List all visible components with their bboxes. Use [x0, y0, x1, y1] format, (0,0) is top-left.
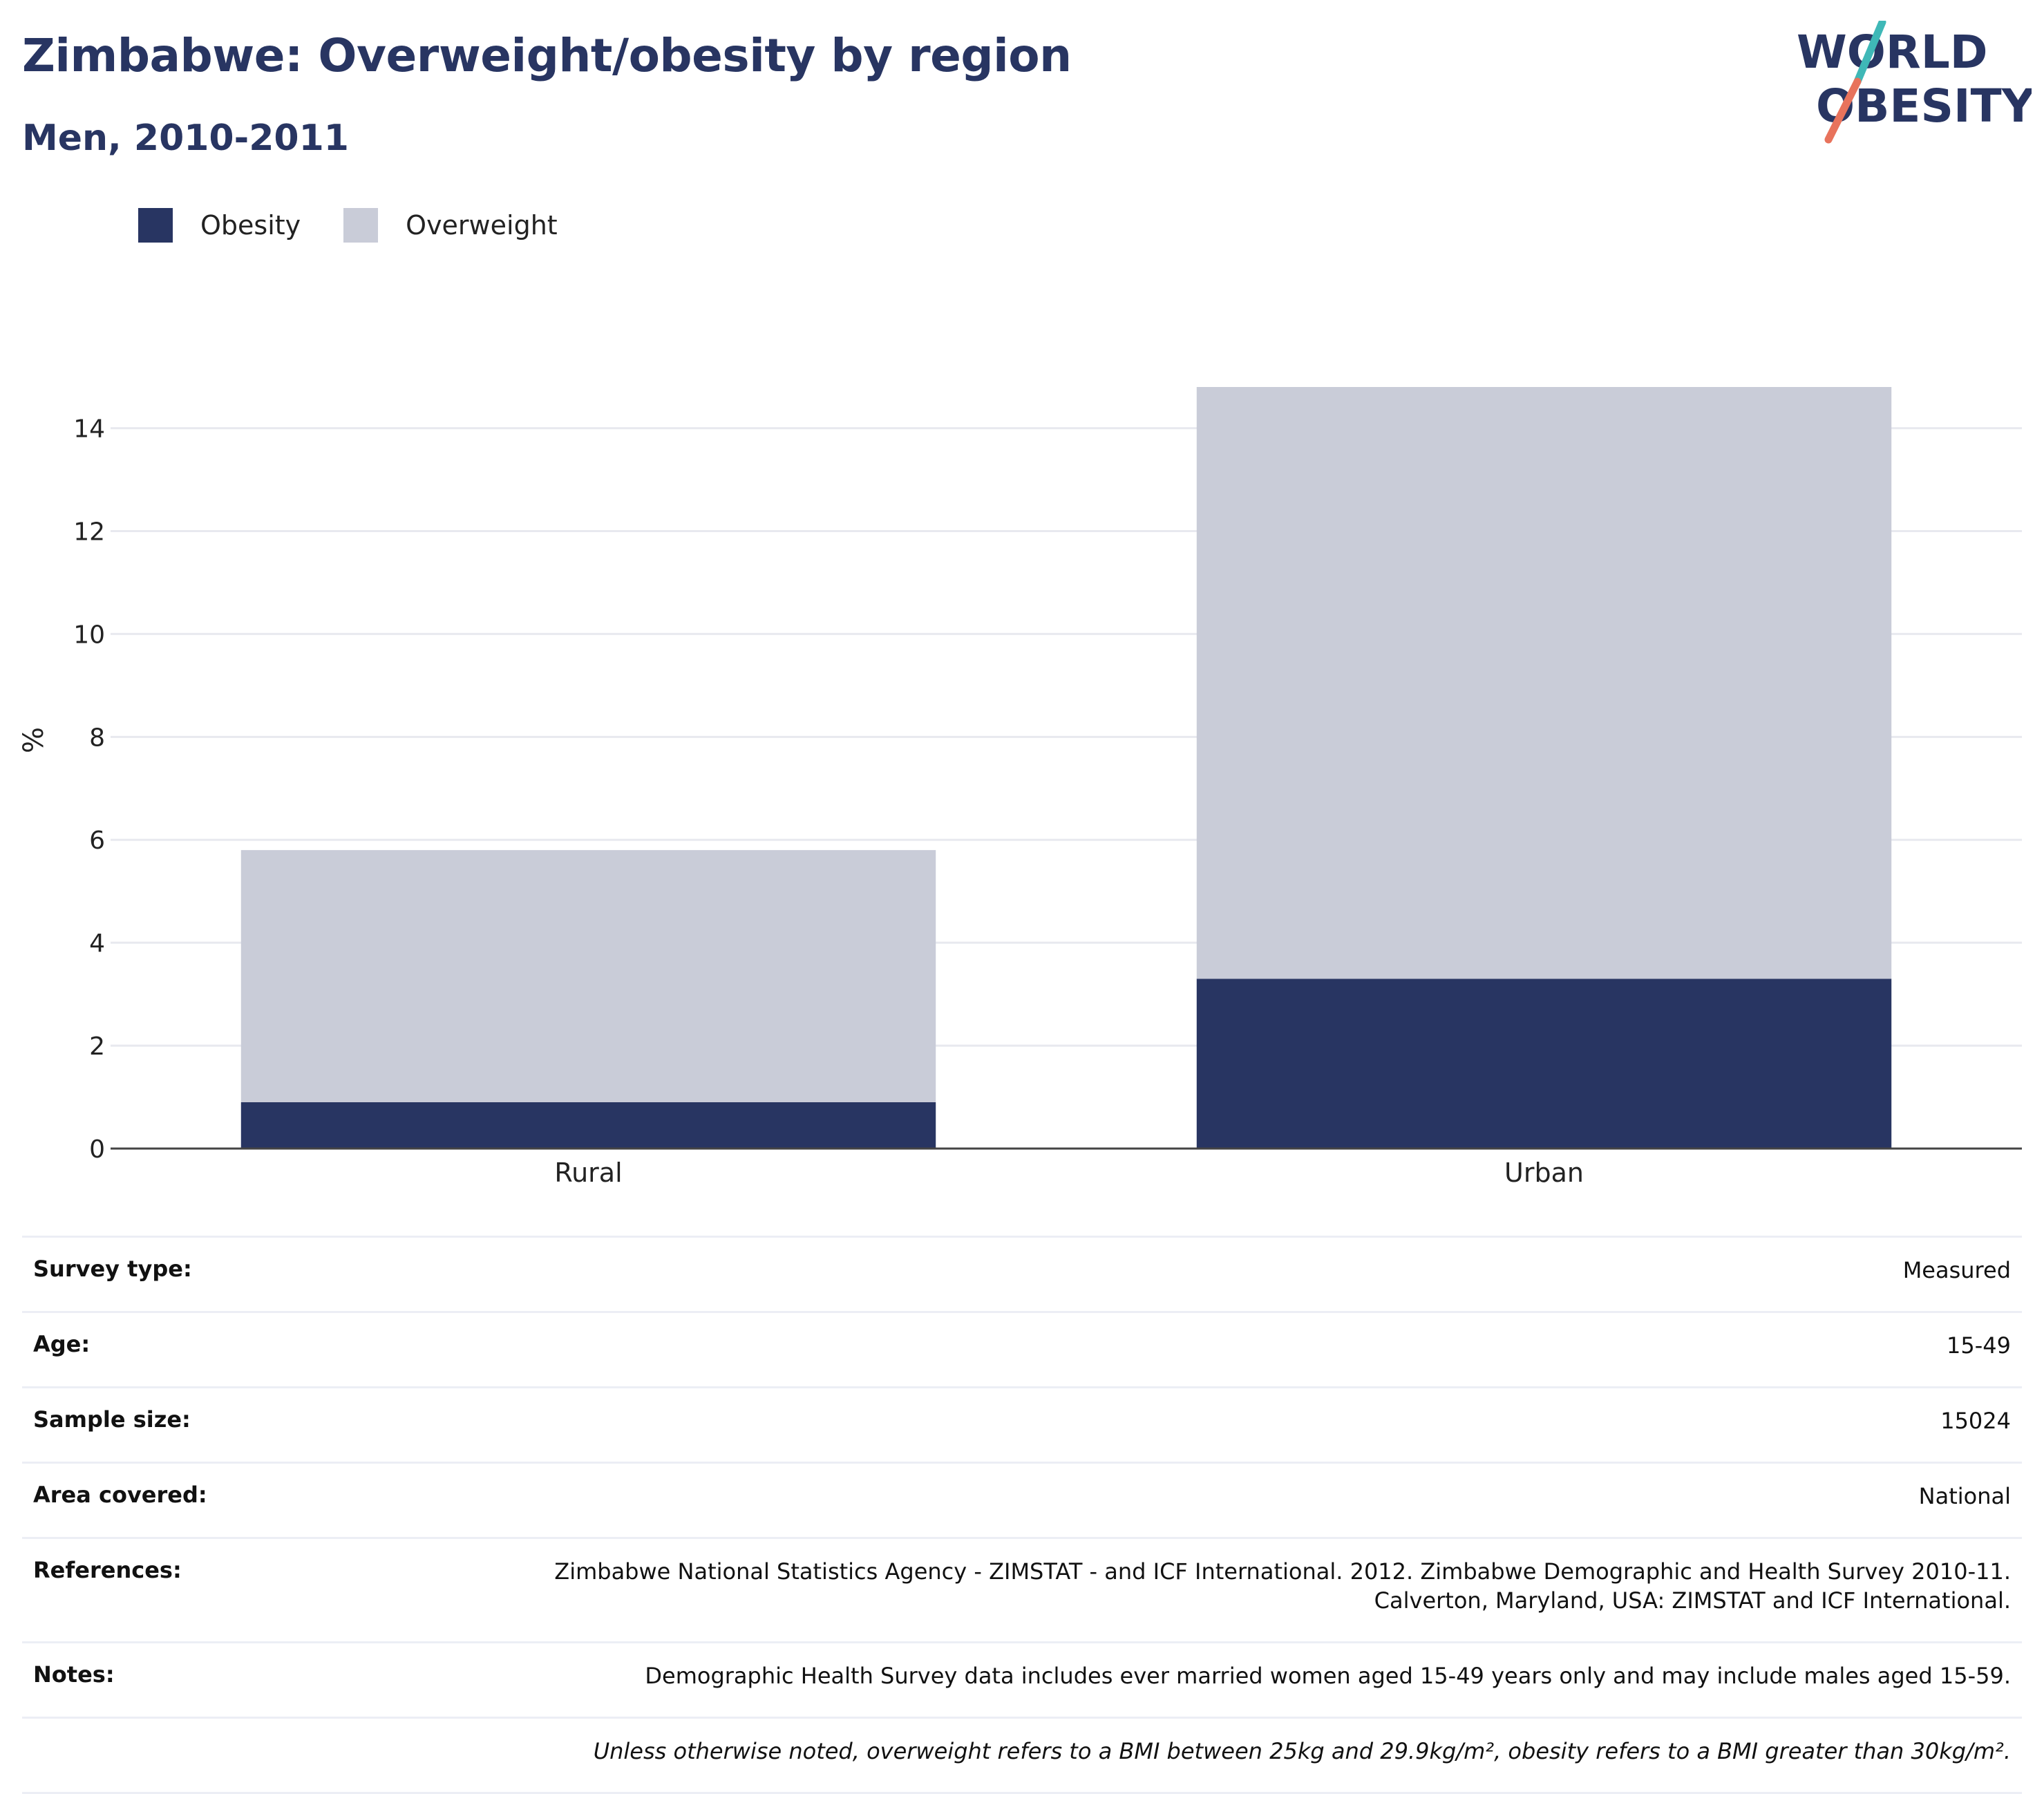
info-label — [22, 1717, 256, 1794]
reference-line-2: Calverton, Maryland, USA: ZIMSTAT and IC… — [1374, 1587, 2011, 1614]
bar-obesity-urban — [1196, 979, 1892, 1149]
legend-label-obesity: Obesity — [200, 210, 301, 240]
y-tick-label: 10 — [73, 621, 105, 649]
info-row-references: References: Zimbabwe National Statistics… — [22, 1537, 2022, 1643]
legend-item-overweight[interactable]: Overweight — [343, 208, 558, 243]
info-value: 15-49 — [256, 1311, 2022, 1388]
logo-slash-coral — [1824, 77, 1862, 144]
x-tick-label: Rural — [554, 1158, 622, 1188]
info-value: Zimbabwe National Statistics Agency - ZI… — [256, 1537, 2022, 1643]
info-label: Notes: — [22, 1641, 256, 1718]
y-axis-label: % — [18, 727, 50, 753]
info-row-area-covered: Area covered: National — [22, 1462, 2022, 1538]
y-tick-label: 12 — [73, 518, 105, 546]
info-value: National — [256, 1462, 2022, 1538]
survey-info-table: Survey type: Measured Age: 15-49 Sample … — [22, 1236, 2022, 1794]
info-row-sample-size: Sample size: 15024 — [22, 1386, 2022, 1463]
info-row-survey-type: Survey type: Measured — [22, 1236, 2022, 1312]
info-label: Age: — [22, 1311, 256, 1388]
info-row-notes: Notes: Demographic Health Survey data in… — [22, 1641, 2022, 1718]
info-label: Survey type: — [22, 1236, 256, 1312]
y-tick-label: 8 — [89, 724, 105, 752]
info-value: Measured — [256, 1236, 2022, 1312]
y-tick-label: 0 — [89, 1135, 105, 1164]
info-row-age: Age: 15-49 — [22, 1311, 2022, 1388]
world-obesity-logo: WORLD OBESITY — [1797, 21, 2032, 144]
info-value: Unless otherwise noted, overweight refer… — [256, 1717, 2022, 1794]
chart-title: Zimbabwe: Overweight/obesity by region — [22, 29, 1072, 82]
bar-overweight-rural — [240, 850, 936, 1102]
bar-overweight-urban — [1196, 387, 1892, 979]
legend-item-obesity[interactable]: Obesity — [138, 208, 301, 243]
logo-slash-teal — [1853, 21, 1886, 86]
info-label: Sample size: — [22, 1386, 256, 1463]
y-tick-label: 2 — [89, 1032, 105, 1061]
x-tick-label: Urban — [1504, 1158, 1584, 1188]
stacked-bar-chart: 0 2 4 6 8 10 12 14% Rural Urban — [18, 387, 2022, 1188]
y-tick-label: 14 — [73, 415, 105, 444]
chart-legend: Obesity Overweight — [138, 205, 600, 246]
bar-obesity-rural — [240, 1102, 936, 1149]
y-tick-label: 4 — [89, 929, 105, 958]
info-label: References: — [22, 1537, 256, 1643]
info-value: 15024 — [256, 1386, 2022, 1463]
y-tick-label: 6 — [89, 827, 105, 855]
logo-text-world: WORLD — [1797, 26, 1988, 79]
reference-line-1: Zimbabwe National Statistics Agency - ZI… — [554, 1558, 2011, 1585]
legend-swatch-overweight — [343, 208, 379, 243]
info-label: Area covered: — [22, 1462, 256, 1538]
info-value: Demographic Health Survey data includes … — [256, 1641, 2022, 1718]
chart-subtitle: Men, 2010-2011 — [22, 117, 349, 159]
legend-swatch-obesity — [138, 208, 173, 243]
legend-label-overweight: Overweight — [406, 210, 558, 240]
info-row-definition: Unless otherwise noted, overweight refer… — [22, 1717, 2022, 1794]
